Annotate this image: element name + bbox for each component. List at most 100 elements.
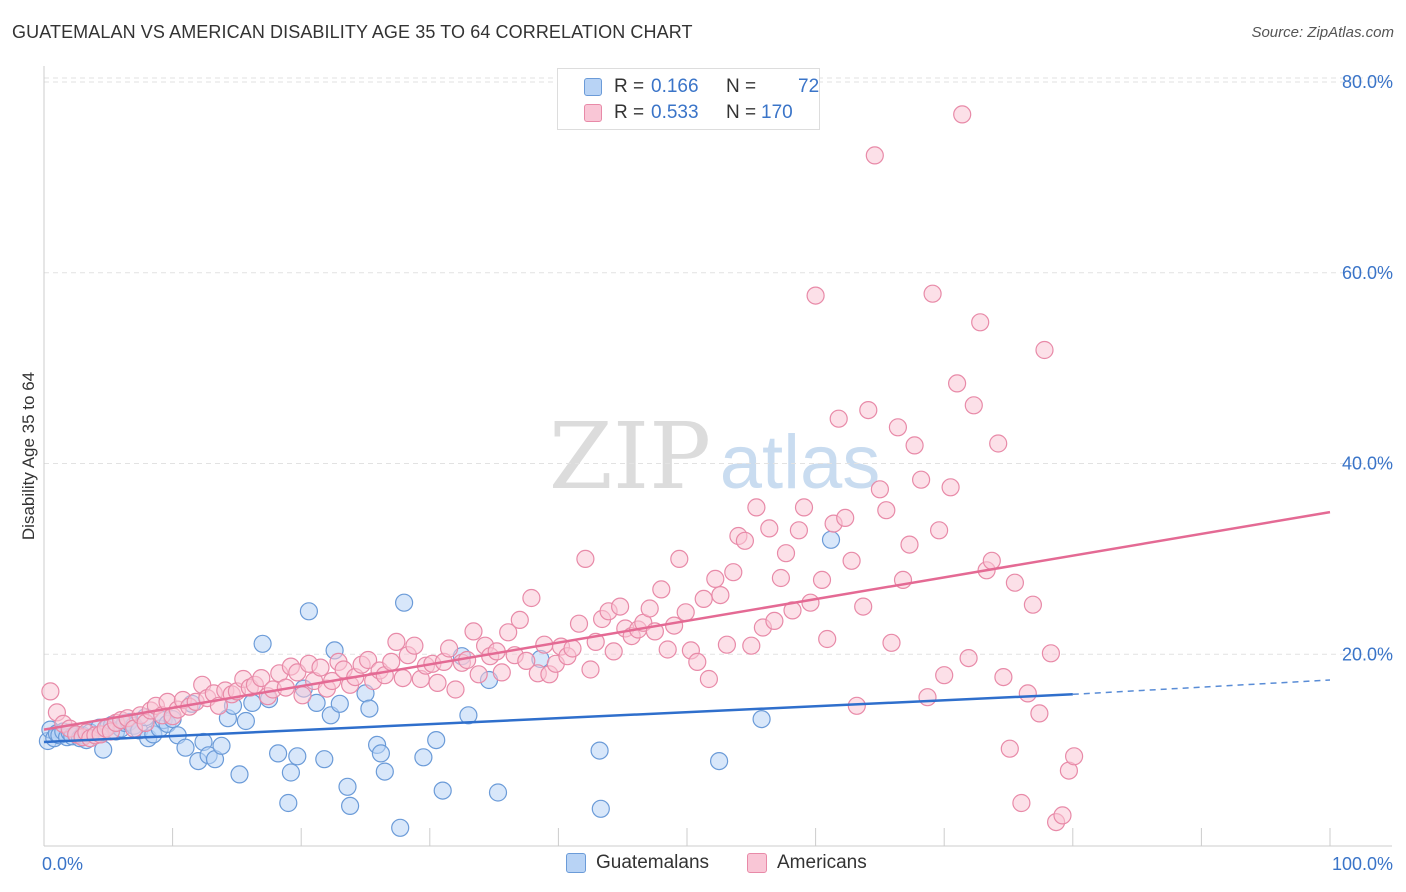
point-americans: [428, 673, 447, 693]
point-americans: [382, 652, 401, 672]
point-americans: [829, 409, 848, 428]
point-guatemalans: [212, 736, 231, 755]
point-americans: [836, 508, 855, 528]
point-americans: [604, 642, 623, 661]
point-americans: [771, 568, 791, 588]
point-americans: [405, 636, 424, 655]
point-americans: [499, 623, 518, 642]
point-americans: [1053, 806, 1072, 825]
y-tick-label: 40.0%: [1342, 454, 1393, 474]
point-americans: [794, 498, 814, 517]
legend-swatch-americans: [584, 104, 602, 122]
point-americans: [859, 401, 878, 420]
point-guatemalans: [279, 793, 298, 813]
point-americans: [610, 597, 630, 616]
point-americans: [724, 563, 743, 582]
point-americans: [953, 105, 972, 124]
point-americans: [676, 603, 695, 622]
point-americans: [994, 667, 1013, 687]
point-americans: [517, 651, 536, 671]
point-americans: [923, 284, 942, 303]
y-tick-label: 60.0%: [1342, 263, 1393, 283]
point-americans: [311, 658, 330, 677]
point-americans: [387, 632, 406, 652]
point-guatemalans: [709, 751, 729, 771]
legend-swatch-guatemalans: [566, 853, 586, 873]
r-label: R =: [614, 102, 645, 123]
point-americans: [440, 639, 459, 658]
source-label: Source: ZipAtlas.com: [1251, 24, 1394, 41]
point-guatemalans: [269, 744, 288, 763]
legend-label-americans: Americans: [777, 852, 867, 873]
point-americans: [801, 593, 820, 612]
point-guatemalans: [459, 706, 478, 725]
point-americans: [464, 622, 483, 641]
point-americans: [935, 666, 954, 685]
point-guatemalans: [230, 765, 249, 784]
trend-lines: [43, 510, 1331, 744]
grid-lines: [44, 77, 1392, 655]
watermark-zip: ZIP: [549, 403, 711, 510]
x-tick-label: 100.0%: [1332, 854, 1393, 874]
watermark-atlas: atlas: [720, 420, 881, 505]
point-americans: [652, 580, 671, 599]
point-americans: [1041, 644, 1061, 663]
point-guatemalans: [315, 750, 334, 769]
point-americans: [947, 374, 967, 393]
legend-swatch-americans: [747, 853, 767, 873]
point-americans: [1030, 704, 1049, 723]
point-guatemalans: [414, 748, 433, 767]
point-americans: [870, 480, 890, 499]
point-americans: [393, 668, 412, 688]
point-guatemalans: [395, 593, 414, 612]
trendline-guatemalans: [43, 693, 1073, 744]
point-guatemalans: [176, 738, 195, 757]
point-americans: [854, 597, 873, 616]
trendline-guatemalans-extension: [1072, 679, 1331, 696]
point-americans: [982, 551, 1001, 570]
n-value-americans: 170: [761, 102, 793, 123]
point-americans: [900, 535, 919, 554]
point-americans: [806, 286, 825, 305]
point-guatemalans: [488, 783, 508, 802]
r-value-guatemalans: 0.166: [651, 76, 699, 97]
point-americans: [670, 549, 689, 569]
point-guatemalans: [391, 818, 410, 837]
point-guatemalans: [236, 711, 255, 731]
point-guatemalans: [281, 763, 300, 782]
point-americans: [699, 669, 719, 689]
point-americans: [359, 650, 378, 670]
point-americans: [469, 665, 488, 684]
point-americans: [41, 682, 60, 701]
point-americans: [918, 688, 937, 707]
point-americans: [888, 418, 908, 437]
point-americans: [765, 611, 784, 631]
chart-title: GUATEMALAN VS AMERICAN DISABILITY AGE 35…: [12, 22, 693, 42]
point-americans: [711, 585, 730, 605]
point-guatemalans: [427, 730, 446, 750]
point-americans: [929, 521, 949, 540]
point-americans: [688, 652, 707, 672]
point-guatemalans: [243, 693, 262, 713]
point-guatemalans: [433, 781, 452, 800]
point-americans: [569, 614, 589, 633]
point-americans: [882, 633, 901, 652]
point-americans: [812, 570, 832, 590]
point-guatemalans: [330, 694, 349, 713]
point-americans: [760, 519, 779, 538]
r-label: R =: [614, 76, 645, 97]
trendline-americans: [43, 510, 1331, 731]
point-guatemalans: [341, 796, 360, 816]
point-americans: [510, 610, 529, 630]
point-americans: [818, 629, 837, 649]
point-americans: [971, 313, 990, 332]
point-americans: [658, 640, 677, 659]
point-americans: [522, 588, 541, 608]
point-americans: [1064, 747, 1084, 766]
point-americans: [959, 648, 978, 668]
point-americans: [717, 635, 737, 654]
point-americans: [877, 501, 896, 520]
point-guatemalans: [821, 530, 841, 549]
y-axis-label: Disability Age 35 to 64: [19, 372, 38, 540]
